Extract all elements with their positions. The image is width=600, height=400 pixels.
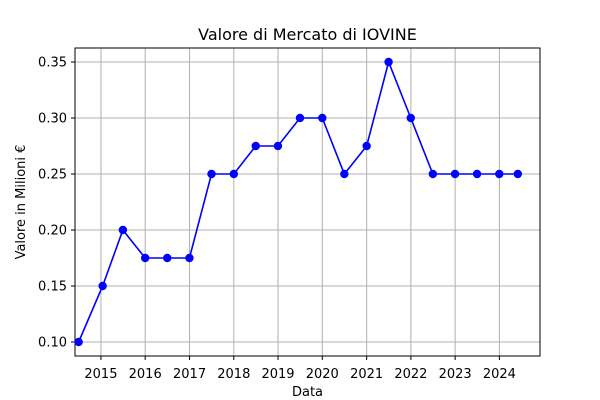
x-tick-label: 2021 — [350, 367, 383, 382]
data-point — [140, 253, 150, 263]
plot-frame — [74, 47, 541, 357]
data-point — [384, 57, 393, 67]
y-tick-label: 0.35 — [38, 56, 67, 71]
y-tick-label: 0.25 — [38, 168, 67, 183]
data-point — [450, 169, 460, 179]
x-axis: 2015 2016 2017 2018 2019 2020 2021 2022 2023 2024 — [84, 356, 516, 382]
series-line — [77, 59, 518, 343]
data-point — [428, 169, 438, 179]
y-tick-label: 0.10 — [38, 336, 67, 351]
data-point — [340, 169, 349, 179]
x-tick-label: 2019 — [261, 367, 294, 382]
y-tick-label: 0.30 — [38, 112, 67, 127]
x-tick-label: 2015 — [84, 367, 117, 382]
data-point — [163, 253, 172, 263]
x-tick-label: 2023 — [439, 367, 472, 382]
data-point — [472, 169, 482, 179]
y-axis-label: Valore in Milioni € — [14, 145, 29, 260]
data-point — [251, 141, 260, 151]
data-point — [229, 169, 238, 179]
x-tick-label: 2018 — [217, 367, 250, 382]
x-tick-label: 2020 — [306, 367, 339, 382]
x-tick-label: 2022 — [394, 367, 427, 382]
data-point — [295, 113, 305, 123]
data-point — [98, 281, 107, 291]
x-tick-label: 2024 — [483, 367, 516, 382]
x-axis-label: Data — [292, 385, 323, 400]
y-axis: 0.10 0.15 0.20 0.25 0.30 0.35 — [38, 56, 75, 351]
y-tick-label: 0.15 — [38, 280, 67, 295]
data-point — [207, 169, 216, 179]
x-tick-label: 2016 — [129, 367, 162, 382]
y-tick-label: 0.20 — [38, 224, 67, 239]
data-point — [513, 169, 523, 179]
x-tick-label: 2017 — [173, 367, 206, 382]
grid — [75, 48, 540, 356]
data-point — [185, 253, 194, 263]
data-point — [318, 113, 327, 123]
data-point — [74, 337, 83, 347]
series-layer — [74, 57, 523, 347]
data-point — [273, 141, 283, 151]
data-point — [362, 141, 371, 151]
data-point — [406, 113, 415, 123]
data-point — [118, 225, 128, 235]
data-point — [495, 169, 504, 179]
chart-title: Valore di Mercato di IOVINE — [198, 25, 417, 44]
